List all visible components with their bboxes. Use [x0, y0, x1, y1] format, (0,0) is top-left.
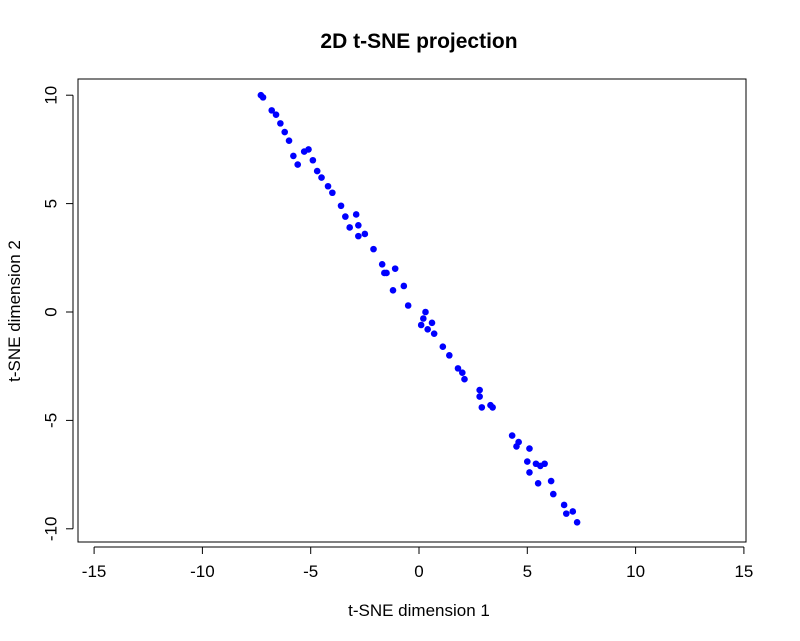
y-axis-label: t-SNE dimension 2 — [5, 240, 24, 382]
x-tick-label: -5 — [303, 562, 318, 581]
y-tick-label: 5 — [41, 199, 60, 208]
data-point — [508, 432, 516, 439]
data-point — [420, 315, 427, 322]
data-point — [430, 330, 438, 337]
plot-area-border — [77, 78, 747, 543]
data-point — [476, 393, 483, 400]
data-point — [569, 508, 577, 515]
data-point — [476, 386, 483, 394]
data-point — [361, 230, 369, 238]
data-point — [318, 174, 325, 181]
x-tick-label: 5 — [523, 562, 532, 581]
data-point — [268, 107, 276, 114]
data-point — [285, 137, 293, 145]
data-point — [459, 369, 466, 377]
data-point — [290, 152, 297, 160]
data-point — [562, 510, 570, 517]
data-point — [383, 269, 390, 277]
data-point — [461, 375, 468, 383]
data-point — [272, 111, 280, 119]
data-point — [400, 282, 408, 290]
data-point — [404, 302, 412, 309]
data-point — [378, 261, 386, 268]
x-tick-label: -10 — [190, 562, 215, 581]
data-point — [277, 120, 284, 127]
y-tick-label: -5 — [41, 413, 60, 428]
data-point — [346, 224, 353, 231]
data-point — [417, 321, 425, 329]
x-axis-label: t-SNE dimension 1 — [348, 601, 490, 620]
data-point — [515, 438, 522, 446]
data-point — [337, 202, 345, 210]
data-points — [257, 91, 581, 526]
data-point — [534, 479, 542, 487]
y-tick-label: -10 — [41, 517, 60, 542]
data-point — [281, 128, 289, 136]
data-point — [355, 232, 362, 240]
data-point — [489, 404, 496, 411]
data-point — [439, 343, 447, 350]
data-point — [549, 490, 557, 498]
data-point — [259, 94, 267, 101]
data-point — [446, 352, 453, 359]
data-point — [355, 221, 362, 229]
data-point — [428, 319, 436, 327]
y-tick-label: 0 — [41, 307, 60, 316]
data-point — [342, 213, 349, 220]
data-point — [560, 501, 568, 509]
data-point — [422, 308, 429, 316]
data-point — [526, 469, 533, 476]
data-point — [305, 146, 312, 153]
chart-title: 2D t-SNE projection — [320, 30, 517, 53]
data-point — [573, 518, 581, 526]
data-point — [454, 365, 462, 372]
data-point — [478, 404, 486, 411]
data-point — [329, 189, 336, 197]
data-point — [389, 287, 397, 294]
data-point — [313, 167, 321, 175]
x-tick-label: 0 — [414, 562, 423, 581]
y-axis: -10 -5 0 5 10 — [41, 86, 74, 542]
x-tick-label: 15 — [734, 562, 753, 581]
data-point — [541, 460, 548, 468]
data-point — [391, 265, 399, 272]
x-tick-label: -15 — [82, 562, 107, 581]
y-tick-label: 10 — [41, 86, 60, 105]
data-point — [294, 161, 302, 168]
x-tick-label: 10 — [626, 562, 645, 581]
data-point — [352, 211, 360, 218]
x-axis: -15 -10 -5 0 5 10 15 — [82, 546, 753, 581]
data-point — [370, 245, 377, 253]
data-point — [547, 477, 555, 485]
data-point — [309, 156, 317, 164]
data-point — [424, 326, 431, 333]
data-point — [526, 445, 533, 452]
data-point — [524, 458, 531, 465]
data-point — [324, 182, 332, 190]
